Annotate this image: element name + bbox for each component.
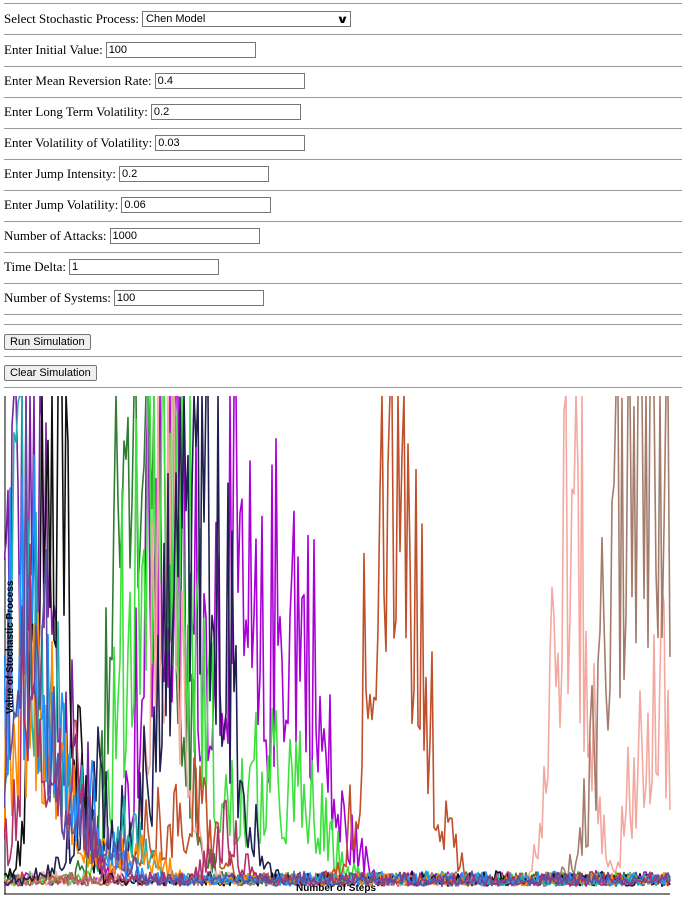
- field-input[interactable]: [121, 197, 272, 213]
- process-selected-value: Chen Model: [146, 13, 206, 25]
- run-simulation-button[interactable]: Run Simulation: [4, 334, 91, 350]
- series-line: [4, 410, 671, 888]
- field-row: Enter Mean Reversion Rate:: [4, 70, 305, 92]
- divider: [4, 190, 682, 191]
- field-input[interactable]: [118, 166, 269, 182]
- field-row: Enter Jump Volatility:: [4, 194, 272, 216]
- divider: [4, 159, 682, 160]
- simulation-chart: Number of Steps Value of Stochastic Proc…: [4, 396, 671, 895]
- field-row: Enter Initial Value:: [4, 39, 256, 61]
- field-label: Time Delta:: [4, 259, 66, 274]
- field-row: Time Delta:: [4, 256, 219, 278]
- divider: [4, 314, 682, 315]
- run-row: Run Simulation: [4, 331, 91, 353]
- series-line: [4, 396, 671, 888]
- clear-row: Clear Simulation: [4, 362, 97, 384]
- field-row: Enter Jump Intensity:: [4, 163, 269, 185]
- divider: [4, 252, 682, 253]
- field-label: Number of Systems:: [4, 290, 111, 305]
- series-line: [4, 454, 671, 888]
- field-input[interactable]: [109, 228, 260, 244]
- divider: [4, 324, 682, 325]
- field-input[interactable]: [69, 259, 219, 275]
- divider: [4, 34, 682, 35]
- field-label: Enter Mean Reversion Rate:: [4, 73, 152, 88]
- field-row: Number of Systems:: [4, 287, 264, 309]
- chevron-down-icon: ∨: [336, 13, 349, 26]
- field-input[interactable]: [105, 42, 256, 58]
- field-label: Enter Long Term Volatility:: [4, 104, 148, 119]
- process-row: Select Stochastic Process: Chen Model ∨: [4, 8, 352, 30]
- field-row: Enter Long Term Volatility:: [4, 101, 301, 123]
- divider: [4, 221, 682, 222]
- field-row: Number of Attacks:: [4, 225, 260, 247]
- field-input[interactable]: [155, 135, 306, 151]
- divider: [4, 387, 682, 388]
- y-axis-label: Value of Stochastic Process: [5, 580, 16, 714]
- field-label: Number of Attacks:: [4, 228, 107, 243]
- field-input[interactable]: [113, 290, 264, 306]
- clear-simulation-button[interactable]: Clear Simulation: [4, 365, 97, 381]
- field-label: Enter Initial Value:: [4, 42, 103, 57]
- field-label: Enter Jump Intensity:: [4, 166, 116, 181]
- divider: [4, 128, 682, 129]
- process-label: Select Stochastic Process:: [4, 11, 140, 26]
- field-input[interactable]: [150, 104, 301, 120]
- field-row: Enter Volatility of Volatility:: [4, 132, 306, 154]
- field-input[interactable]: [154, 73, 305, 89]
- process-select[interactable]: Chen Model ∨: [142, 11, 352, 27]
- divider: [4, 66, 682, 67]
- divider: [4, 97, 682, 98]
- field-label: Enter Jump Volatility:: [4, 197, 119, 212]
- field-label: Enter Volatility of Volatility:: [4, 135, 153, 150]
- x-axis-label: Number of Steps: [296, 883, 376, 894]
- divider: [4, 356, 682, 357]
- divider: [4, 3, 682, 4]
- divider: [4, 283, 682, 284]
- series-line: [4, 543, 671, 887]
